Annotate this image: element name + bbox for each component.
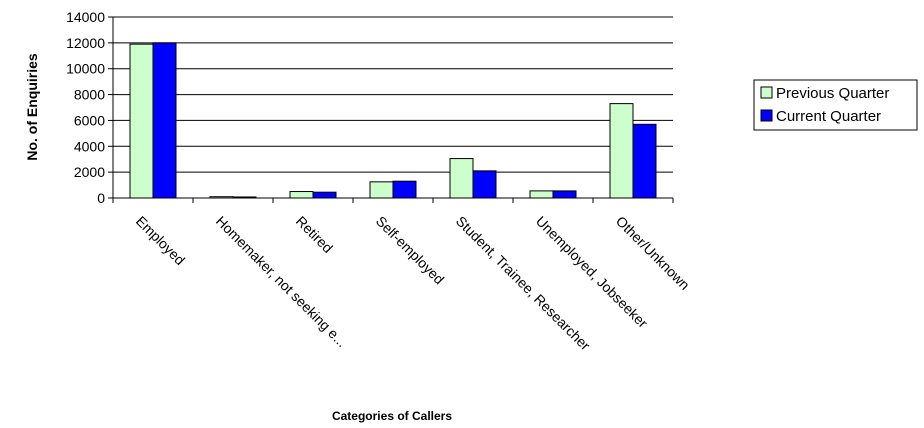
gridlines (113, 16, 673, 173)
x-tick-label: Homemaker, not seeking e... (213, 213, 350, 350)
legend-box (753, 79, 918, 131)
x-tick-label: Self-employed (373, 213, 448, 288)
bar-previous-quarter (529, 190, 554, 199)
bar-previous-quarter (449, 158, 474, 199)
y-tick-label: 6000 (74, 112, 105, 128)
legend-label: Current Quarter (776, 108, 881, 125)
bar-previous-quarter (129, 43, 154, 199)
y-tick-label: 4000 (74, 138, 105, 154)
legend-label: Previous Quarter (776, 85, 889, 102)
y-axis-title: No. of Enquiries (24, 53, 40, 161)
x-tick-label: Other/Unknown (613, 213, 693, 293)
legend-swatch (760, 109, 773, 122)
y-tick-label: 2000 (74, 164, 105, 180)
bar-current-quarter (632, 123, 657, 199)
y-tick-label: 10000 (66, 61, 105, 77)
bar-current-quarter (312, 191, 337, 199)
y-tick-label: 14000 (66, 9, 105, 25)
x-tick-label: Retired (293, 213, 336, 256)
bar-previous-quarter (289, 191, 314, 199)
x-tick-label: Student, Trainee, Researcher (453, 213, 594, 354)
bar-previous-quarter (369, 181, 394, 199)
legend-swatch (760, 86, 773, 99)
bar-current-quarter (472, 170, 497, 199)
y-tick-label: 8000 (74, 87, 105, 103)
x-axis-title: Categories of Callers (332, 409, 452, 423)
x-tick-label: Employed (133, 213, 188, 268)
y-tick-labels: 0 2000 4000 6000 8000 10000 12000 14000 (66, 9, 105, 206)
x-tick-labels: Employed Homemaker, not seeking e...Retir… (133, 213, 693, 354)
bar-current-quarter (552, 190, 577, 199)
legend: Previous Quarter Current Quarter (753, 79, 918, 131)
y-tick-label: 0 (97, 190, 105, 206)
bar-current-quarter (152, 42, 177, 199)
bar-current-quarter (392, 180, 417, 199)
axes (108, 16, 674, 203)
y-tick-label: 12000 (66, 35, 105, 51)
bar-previous-quarter (609, 103, 634, 199)
